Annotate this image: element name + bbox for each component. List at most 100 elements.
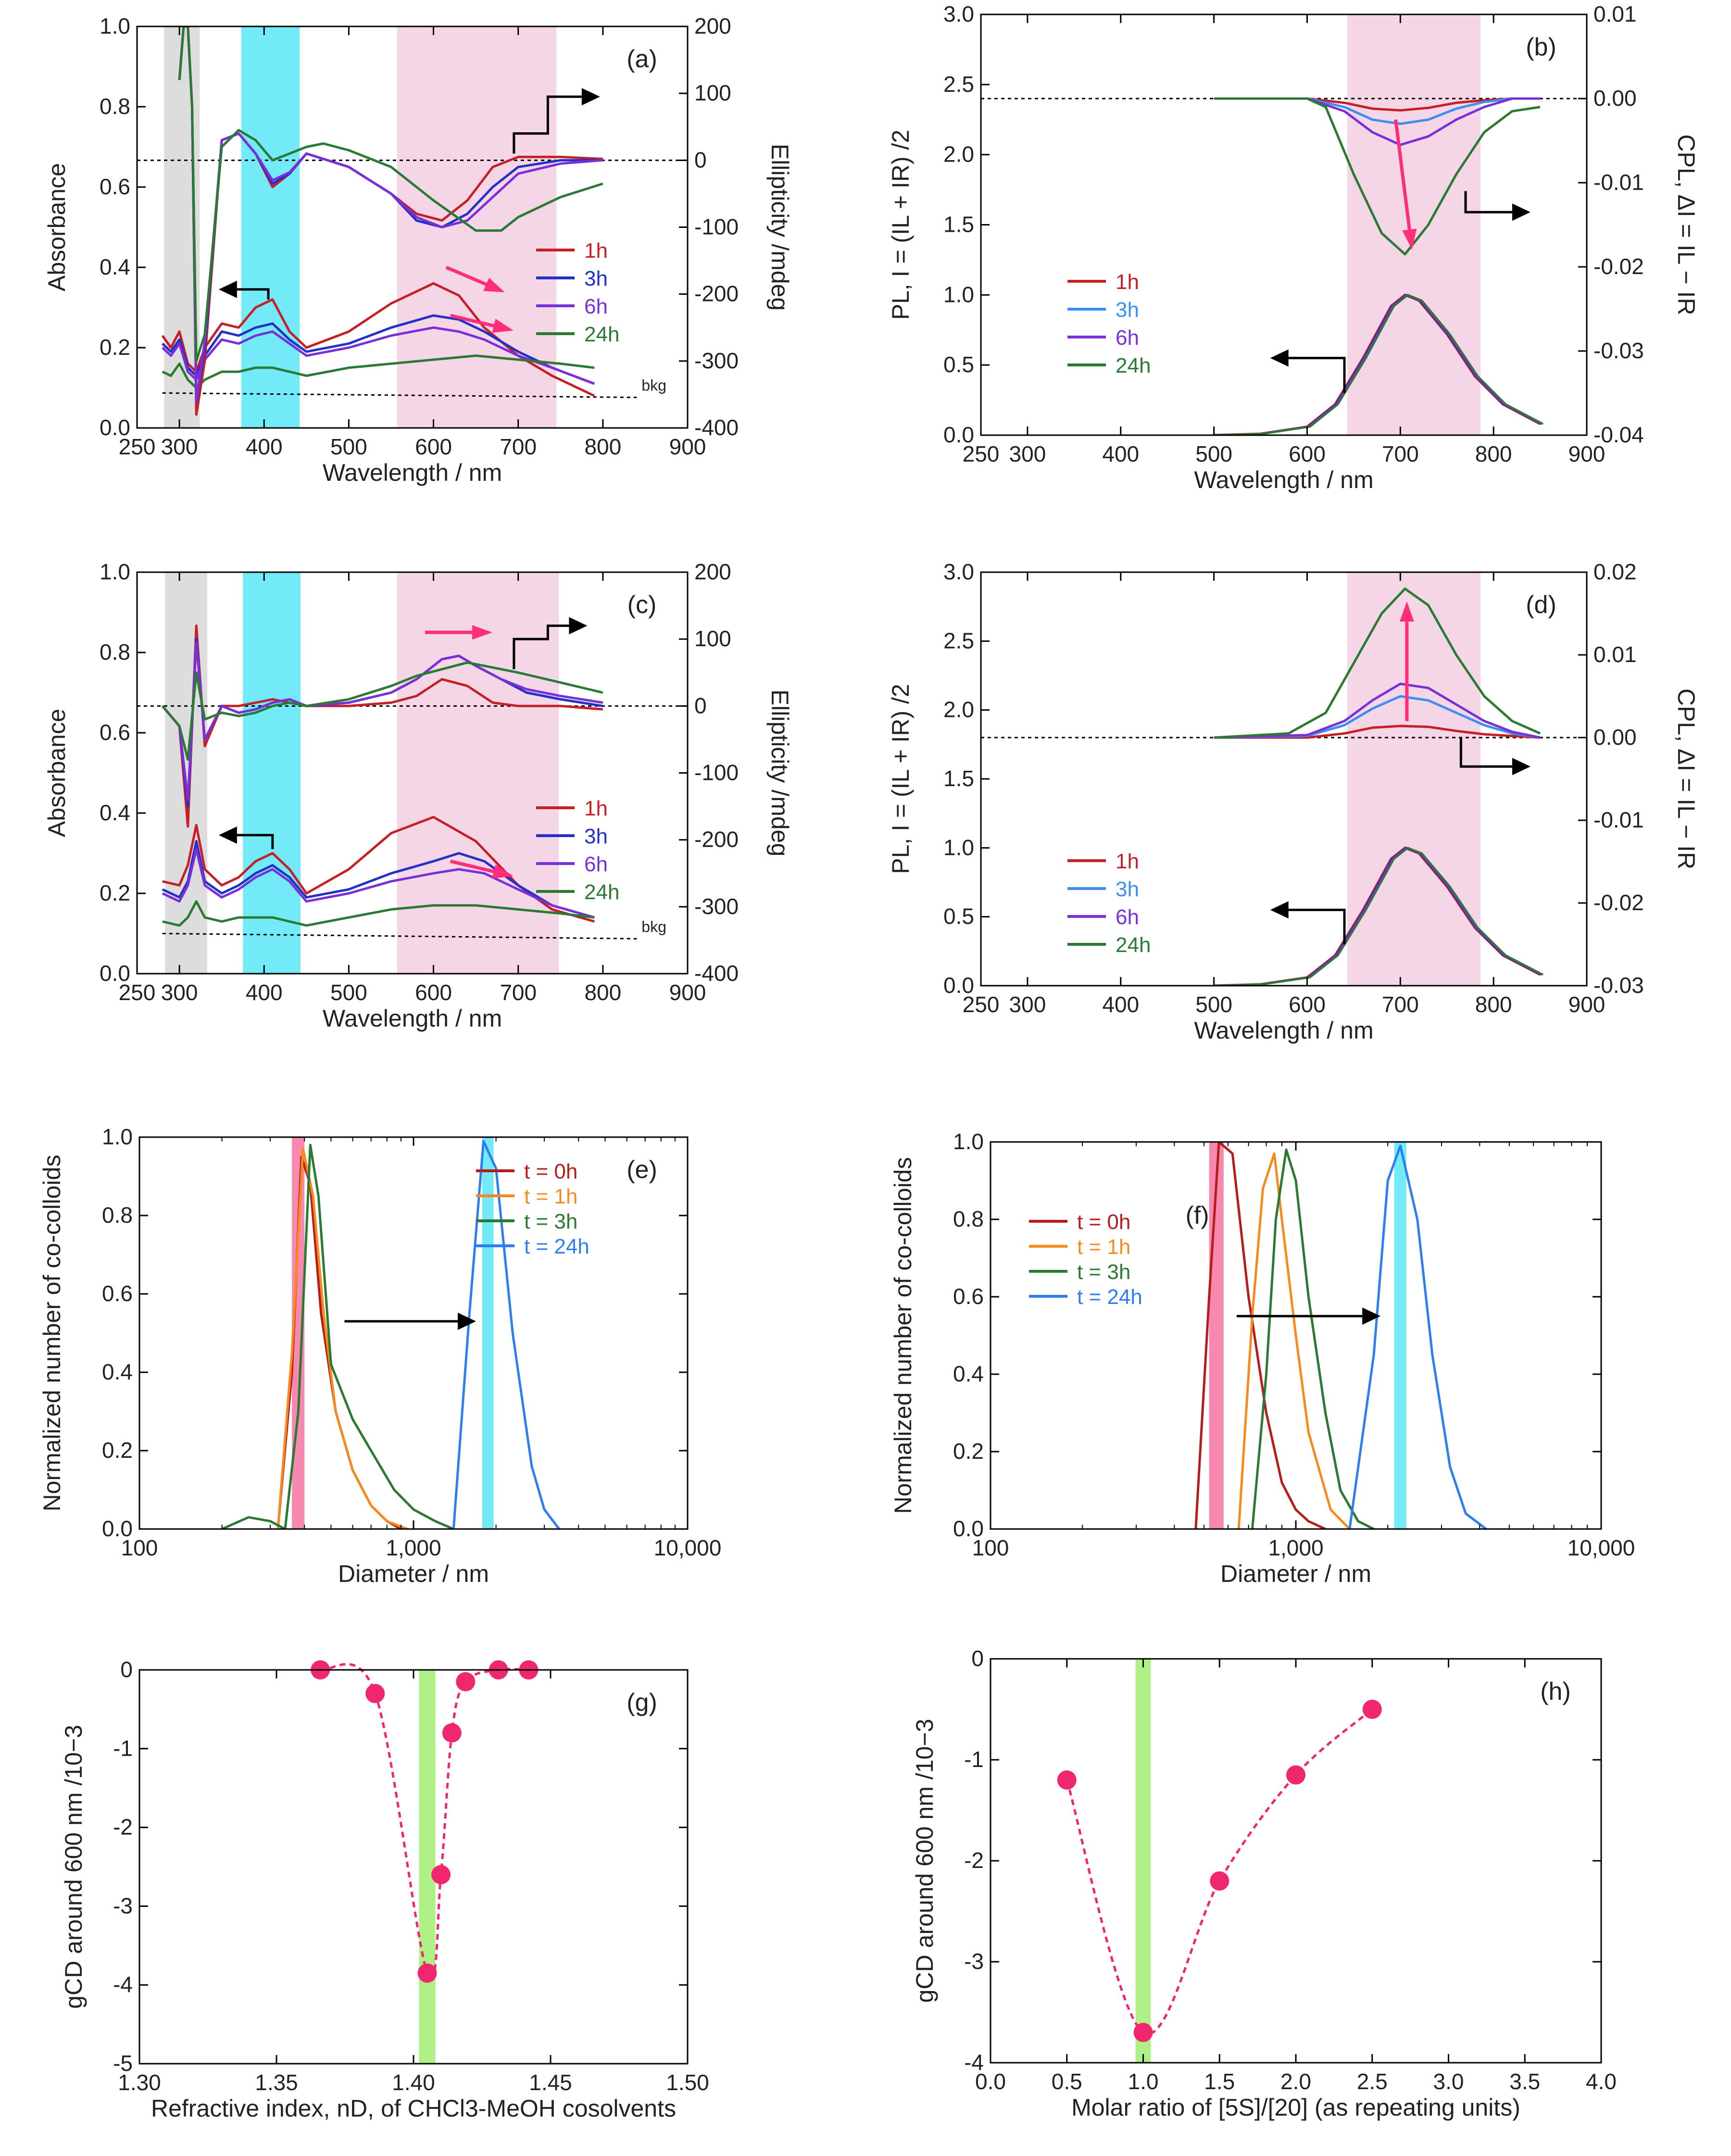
- legend-label: t = 1h: [1077, 1235, 1130, 1259]
- data-point: [456, 1672, 476, 1692]
- x-tick-label: 2.0: [1280, 2069, 1311, 2094]
- y-tick-label: 0.0: [100, 415, 130, 440]
- y-tick-label: 0.8: [100, 94, 130, 119]
- data-point: [1362, 1700, 1382, 1719]
- panel-label: (g): [627, 1689, 657, 1717]
- x-tick-label: 400: [246, 980, 283, 1005]
- x-tick-label: 900: [669, 980, 706, 1005]
- y-tick-label: 0: [971, 1646, 984, 1671]
- y-axis-label: PL, I = (IL + IR) /2: [887, 130, 914, 320]
- series-t0h-y: [1194, 1142, 1326, 1529]
- legend-label: t = 24h: [524, 1235, 590, 1258]
- band-0: [165, 572, 208, 974]
- y-tick-label: 0.0: [943, 973, 974, 998]
- panel-h: 0.0 0.5 1.0 1.5 2.0 2.5 3.0 3.5 4.0 -4 -3 -2 -1 0 Mola…: [911, 1646, 1617, 2121]
- y2-tick-label: -0.01: [1593, 170, 1644, 195]
- x-tick-label: 4.0: [1586, 2069, 1617, 2094]
- y-tick-label: 2.0: [943, 697, 974, 722]
- pink-arrow-abs-head: [492, 864, 514, 879]
- panel-label: (b): [1526, 33, 1556, 61]
- legend-label: 3h: [1116, 298, 1139, 322]
- x-tick-label: 600: [1289, 992, 1326, 1017]
- x-tick-label: 700: [500, 434, 537, 459]
- y-tick-label: 3.0: [943, 1, 974, 26]
- plot-frame: [138, 1669, 689, 2065]
- panel-d: 250 300 400 500 600 700 800 900 0.0 0.5 1.0 1.5 2.0 2…: [887, 559, 1700, 1044]
- y2-tick-label: -0.02: [1593, 890, 1644, 915]
- pink-arrow-cpl: [1394, 119, 1414, 246]
- band-0: [1347, 14, 1481, 435]
- y-tick-label: 0: [120, 1657, 133, 1682]
- y2-tick-label: -0.04: [1593, 422, 1644, 447]
- x-tick-label: 250: [119, 434, 156, 459]
- data-point: [365, 1684, 385, 1704]
- x-tick-label: 10,000: [1568, 1535, 1635, 1560]
- x-axis-label: Wavelength / nm: [323, 459, 502, 486]
- legend-label: 3h: [584, 825, 608, 848]
- y2-tick-label: -0.01: [1593, 807, 1644, 832]
- series-t3h-y: [1251, 1148, 1375, 1529]
- series-t1h-y: [1237, 1152, 1351, 1529]
- panel-b: 250 300 400 500 600 700 800 900 0.0 0.5 1.0 1.5 2.0 2…: [887, 1, 1700, 493]
- x-tick-label: 300: [161, 434, 198, 459]
- x-tick-label: 0.5: [1052, 2069, 1082, 2094]
- panel-label: (a): [627, 45, 657, 73]
- x-tick-label: 3.5: [1509, 2069, 1540, 2094]
- y-tick-label: 0.6: [102, 1281, 133, 1306]
- y-tick-label: 0.4: [102, 1359, 133, 1384]
- arrow-pl-head: [1270, 349, 1289, 367]
- series-t24h-y: [452, 1140, 560, 1529]
- y-tick-label: 0.5: [943, 904, 974, 929]
- series-6h-y2: [1214, 97, 1541, 146]
- y-tick-label: 0.2: [100, 335, 130, 360]
- arrow-cpl: [1464, 191, 1512, 213]
- series-6h-y2: [1214, 682, 1541, 739]
- y-tick-label: 0.4: [100, 800, 130, 825]
- y2-tick-label: 0.00: [1593, 725, 1637, 750]
- series-24h-y2: [1214, 97, 1541, 256]
- y2-tick-label: 100: [694, 80, 731, 105]
- series-t3h-y: [221, 1143, 454, 1529]
- y2-tick-label: -300: [694, 348, 739, 373]
- legend-label: 6h: [584, 295, 608, 318]
- x-axis-label: Wavelength / nm: [323, 1005, 502, 1032]
- pink-arrow-cpl-head: [1399, 601, 1414, 622]
- y2-tick-label: -300: [694, 894, 739, 919]
- x-axis-label: Diameter / nm: [338, 1560, 489, 1587]
- y-axis-label: Normalized number of co-colloids: [38, 1155, 65, 1512]
- plot-frame: [980, 13, 1588, 436]
- series-1h-y2: [1214, 725, 1541, 739]
- arrow-pl-head: [1270, 901, 1289, 919]
- panel-label: (d): [1526, 591, 1556, 619]
- y-tick-label: 0.8: [953, 1206, 984, 1231]
- series-24h-y: [162, 900, 595, 927]
- x-tick-label: 100: [972, 1535, 1009, 1560]
- x-tick-label: 400: [1102, 992, 1139, 1017]
- y-tick-label: 0.2: [100, 880, 130, 905]
- x-tick-label: 500: [1195, 992, 1232, 1017]
- y-tick-label: -3: [113, 1893, 133, 1918]
- x-axis-label: Molar ratio of [5S]/[20] (as repeating u…: [1071, 2094, 1520, 2121]
- y-tick-label: 0.6: [100, 174, 130, 199]
- panel-e: 100 1,000 10,000 0.0 0.2 0.4 0.6 0.8 1.0 Diameter…: [38, 1124, 721, 1587]
- band-0: [1135, 1659, 1151, 2063]
- y-axis-label: Absorbance: [43, 163, 70, 291]
- x-tick-label: 600: [415, 980, 452, 1005]
- data-point: [431, 1865, 451, 1884]
- x-tick-label: 800: [584, 980, 621, 1005]
- band-1: [1394, 1142, 1406, 1529]
- plot-frame: [990, 1658, 1602, 2064]
- x-tick-label: 1,000: [386, 1535, 441, 1560]
- y2-tick-label: -200: [694, 827, 739, 852]
- legend-label: t = 0h: [524, 1160, 577, 1183]
- x-tick-label: 1.40: [392, 2070, 435, 2095]
- bkg-line: [162, 392, 637, 399]
- arrow-abs-head: [218, 280, 237, 298]
- y2-tick-label: -0.03: [1593, 973, 1644, 998]
- panel-label-left: (f): [1185, 1202, 1209, 1229]
- x-tick-label: 400: [1102, 441, 1139, 466]
- legend-label: 24h: [584, 323, 619, 346]
- y-tick-label: 1.0: [943, 835, 974, 860]
- y-tick-label: 1.0: [953, 1129, 984, 1154]
